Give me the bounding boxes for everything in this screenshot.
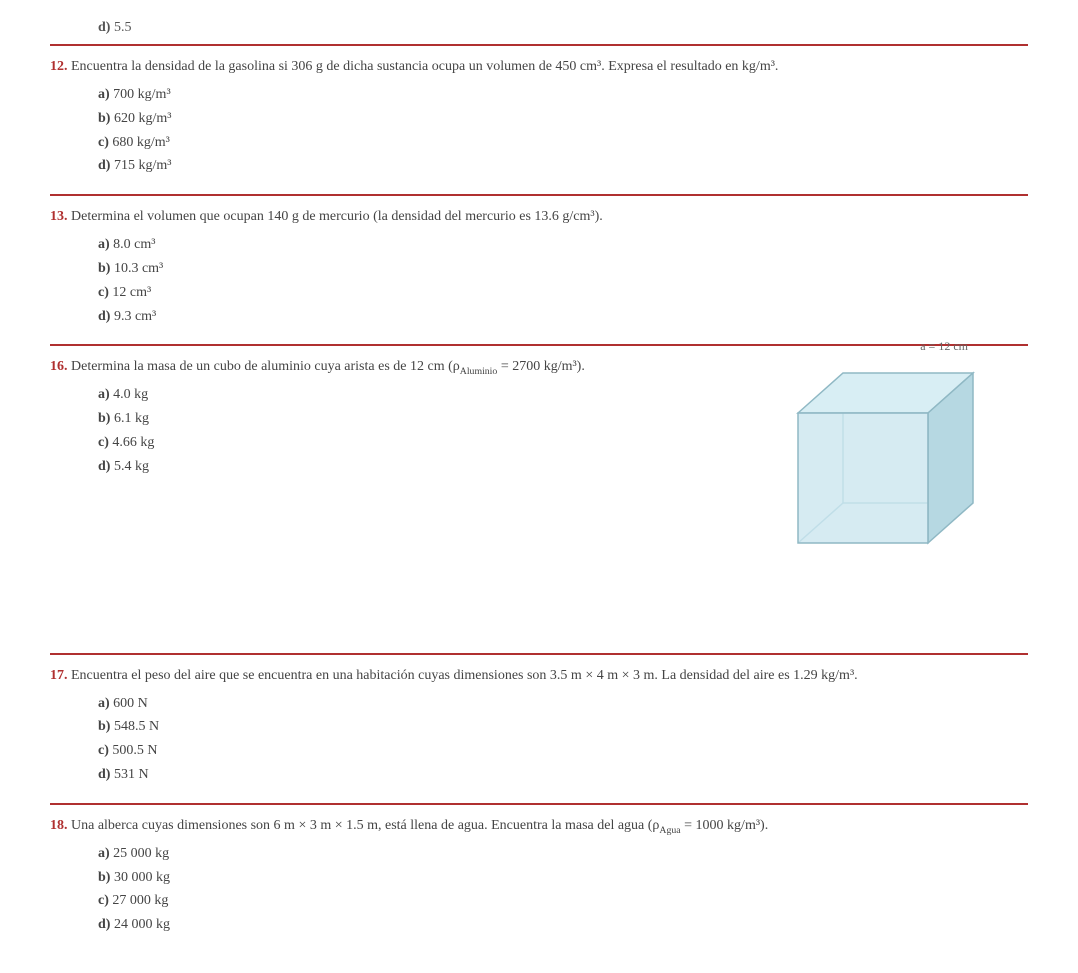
option-label: c) bbox=[98, 135, 109, 150]
option-text: 620 kg/m³ bbox=[114, 111, 171, 126]
option-label: d) bbox=[98, 158, 110, 173]
option-text: 25 000 kg bbox=[113, 846, 169, 861]
option-text: 27 000 kg bbox=[112, 893, 168, 908]
question-header: 17. Encuentra el peso del aire que se en… bbox=[50, 665, 1028, 686]
question-18: 18. Una alberca cuyas dimensiones son 6 … bbox=[50, 803, 1028, 949]
partial-previous-option: d) 5.5 bbox=[50, 20, 1028, 44]
question-number: 17. bbox=[50, 668, 68, 683]
option-text: 5.5 bbox=[114, 20, 132, 35]
question-header: 12. Encuentra la densidad de la gasolina… bbox=[50, 56, 1028, 77]
option-label: c) bbox=[98, 743, 109, 758]
question-options: a) 25 000 kg b) 30 000 kg c) 27 000 kg d… bbox=[50, 842, 1028, 937]
question-text: Encuentra la densidad de la gasolina si … bbox=[71, 59, 778, 74]
question-text: Encuentra el peso del aire que se encuen… bbox=[71, 668, 858, 683]
question-text-prefix: Una alberca cuyas dimensiones son 6 m × … bbox=[71, 818, 659, 833]
option-d: d) 715 kg/m³ bbox=[98, 154, 1028, 178]
option-text: 6.1 kg bbox=[114, 411, 149, 426]
option-text: 4.66 kg bbox=[112, 435, 154, 450]
option-label: d) bbox=[98, 459, 110, 474]
question-16: 16. Determina la masa de un cubo de alum… bbox=[50, 344, 1028, 648]
option-a: a) 600 N bbox=[98, 692, 1028, 716]
option-label: b) bbox=[98, 870, 110, 885]
option-label: a) bbox=[98, 696, 110, 711]
option-label: b) bbox=[98, 719, 110, 734]
option-text: 680 kg/m³ bbox=[112, 135, 169, 150]
option-label: d) bbox=[98, 20, 110, 35]
question-number: 12. bbox=[50, 59, 68, 74]
option-label: b) bbox=[98, 111, 110, 126]
cube-diagram bbox=[768, 363, 988, 573]
question-number: 18. bbox=[50, 818, 68, 833]
option-b: b) 548.5 N bbox=[98, 715, 1028, 739]
option-label: b) bbox=[98, 261, 110, 276]
option-d: d) 9.3 cm³ bbox=[98, 305, 1028, 329]
option-text: 12 cm³ bbox=[112, 285, 151, 300]
option-text: 30 000 kg bbox=[114, 870, 170, 885]
question-text-subscript: Aluminio bbox=[460, 366, 498, 377]
option-label: c) bbox=[98, 435, 109, 450]
question-number: 16. bbox=[50, 359, 68, 374]
option-c: c) 680 kg/m³ bbox=[98, 131, 1028, 155]
option-label: a) bbox=[98, 237, 110, 252]
question-text-prefix: Determina la masa de un cubo de aluminio… bbox=[71, 359, 460, 374]
option-c: c) 500.5 N bbox=[98, 739, 1028, 763]
option-c: c) 27 000 kg bbox=[98, 889, 1028, 913]
cube-dimension-label: a = 12 cm bbox=[920, 339, 968, 354]
option-b: b) 620 kg/m³ bbox=[98, 107, 1028, 131]
question-text-suffix: = 2700 kg/m³). bbox=[497, 359, 585, 374]
option-label: d) bbox=[98, 917, 110, 932]
option-label: a) bbox=[98, 846, 110, 861]
question-17: 17. Encuentra el peso del aire que se en… bbox=[50, 653, 1028, 799]
question-body: a = 12 cm a) 4.0 kg b) 6.1 kg c) 4.66 kg… bbox=[50, 383, 1028, 478]
question-header: 13. Determina el volumen que ocupan 140 … bbox=[50, 206, 1028, 227]
question-text-subscript: Agua bbox=[659, 825, 680, 836]
question-text: Determina el volumen que ocupan 140 g de… bbox=[71, 209, 603, 224]
option-label: a) bbox=[98, 87, 110, 102]
option-label: d) bbox=[98, 309, 110, 324]
option-a: a) 8.0 cm³ bbox=[98, 233, 1028, 257]
question-text: Determina la masa de un cubo de aluminio… bbox=[71, 359, 585, 374]
option-label: d) bbox=[98, 767, 110, 782]
option-text: 500.5 N bbox=[112, 743, 157, 758]
question-options: a) 600 N b) 548.5 N c) 500.5 N d) 531 N bbox=[50, 692, 1028, 787]
option-b: b) 10.3 cm³ bbox=[98, 257, 1028, 281]
option-label: b) bbox=[98, 411, 110, 426]
option-text: 9.3 cm³ bbox=[114, 309, 156, 324]
option-text: 24 000 kg bbox=[114, 917, 170, 932]
option-text: 700 kg/m³ bbox=[113, 87, 170, 102]
option-text: 548.5 N bbox=[114, 719, 159, 734]
question-13: 13. Determina el volumen que ocupan 140 … bbox=[50, 194, 1028, 340]
option-label: c) bbox=[98, 285, 109, 300]
question-12: 12. Encuentra la densidad de la gasolina… bbox=[50, 44, 1028, 190]
option-d: d) 24 000 kg bbox=[98, 913, 1028, 937]
option-label: a) bbox=[98, 387, 110, 402]
question-options: a) 700 kg/m³ b) 620 kg/m³ c) 680 kg/m³ d… bbox=[50, 83, 1028, 178]
option-text: 600 N bbox=[113, 696, 148, 711]
option-a: a) 25 000 kg bbox=[98, 842, 1028, 866]
option-a: a) 700 kg/m³ bbox=[98, 83, 1028, 107]
option-text: 4.0 kg bbox=[113, 387, 148, 402]
option-text: 10.3 cm³ bbox=[114, 261, 163, 276]
question-options: a) 8.0 cm³ b) 10.3 cm³ c) 12 cm³ d) 9.3 … bbox=[50, 233, 1028, 328]
option-d: d) 531 N bbox=[98, 763, 1028, 787]
question-text-suffix: = 1000 kg/m³). bbox=[681, 818, 769, 833]
option-text: 531 N bbox=[114, 767, 149, 782]
question-text: Una alberca cuyas dimensiones son 6 m × … bbox=[71, 818, 768, 833]
option-c: c) 12 cm³ bbox=[98, 281, 1028, 305]
question-header: 18. Una alberca cuyas dimensiones son 6 … bbox=[50, 815, 1028, 836]
option-text: 5.4 kg bbox=[114, 459, 149, 474]
option-text: 8.0 cm³ bbox=[113, 237, 155, 252]
option-b: b) 30 000 kg bbox=[98, 866, 1028, 890]
option-label: c) bbox=[98, 893, 109, 908]
question-number: 13. bbox=[50, 209, 68, 224]
option-text: 715 kg/m³ bbox=[114, 158, 171, 173]
